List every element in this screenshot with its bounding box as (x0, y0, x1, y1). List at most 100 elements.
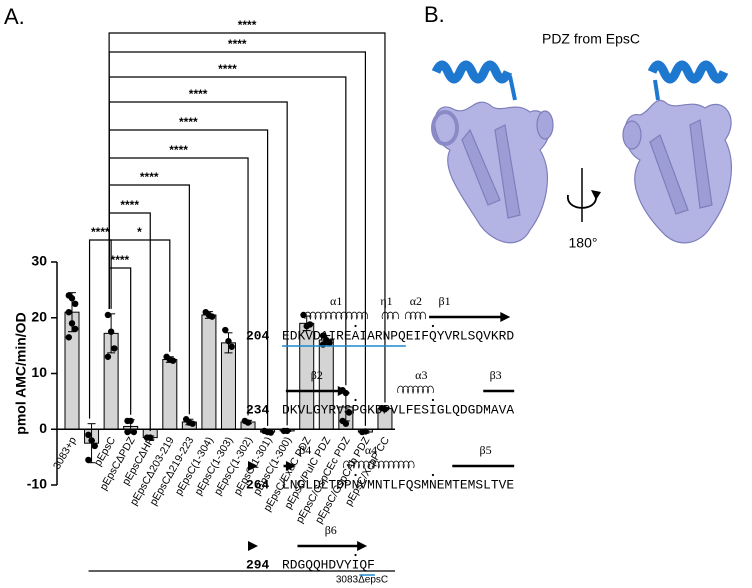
y-axis-label: pmol AMC/min/OD (13, 312, 29, 434)
y-tick-label: -10 (27, 476, 47, 492)
significance-label: **** (169, 143, 188, 157)
x-tick-label: 3083+p (51, 435, 79, 472)
data-point (104, 311, 112, 319)
y-tick-label: 0 (39, 420, 47, 436)
significance-bracket (108, 267, 132, 415)
ruler-dot (431, 473, 435, 477)
bar (201, 314, 217, 430)
strand-head (248, 541, 258, 551)
residues: LNGLDLTDPNVMNTLFQSMNEMTEMSLTVE (282, 477, 514, 492)
residue-number: 204 (246, 328, 269, 343)
ss-label: α2 (410, 294, 422, 308)
data-point (91, 442, 98, 450)
helix (343, 460, 415, 469)
bar (162, 359, 178, 430)
residue-number: 234 (246, 402, 269, 417)
data-point (68, 295, 76, 302)
data-point (342, 420, 350, 427)
y-tick-label: 20 (31, 308, 47, 324)
data-point (147, 434, 154, 441)
significance-bracket (88, 239, 112, 419)
data-point (225, 337, 232, 345)
x-tick-label: p (85, 435, 98, 446)
ss-label: β3 (490, 368, 502, 382)
data-point (300, 311, 307, 319)
ss-label: β4 (299, 443, 311, 457)
data-point (130, 428, 138, 436)
significance-label: **** (91, 225, 110, 239)
strand-head (357, 541, 368, 551)
y-tick-label: 10 (31, 364, 47, 380)
data-point (107, 328, 115, 335)
data-point (88, 437, 95, 444)
significance-bracket (108, 129, 269, 426)
data-point (72, 325, 79, 333)
data-point (85, 431, 92, 439)
protein-left (431, 101, 554, 244)
strand-head (500, 312, 511, 322)
residues: DKVLGYRVSPGKDPVLFESIGLQDGDMAVA (282, 402, 514, 417)
helix-left (431, 60, 513, 84)
significance-bracket (108, 184, 190, 415)
significance-label: **** (218, 62, 237, 76)
data-point (124, 428, 131, 436)
ss-label: η1 (380, 294, 392, 308)
rotation-label: 180° (569, 235, 598, 251)
structure-title: PDZ from EpsC (542, 31, 640, 47)
data-point (345, 409, 353, 416)
data-point (111, 345, 118, 352)
data-point (65, 334, 73, 341)
rotation-arrowhead (591, 190, 601, 200)
data-point (189, 420, 196, 427)
data-point (127, 417, 134, 425)
ruler-dot (354, 553, 357, 557)
significance-label: **** (228, 37, 247, 51)
data-point (104, 353, 112, 360)
significance-bracket (108, 101, 288, 426)
data-point (68, 320, 76, 327)
helix-link (508, 75, 517, 101)
ss-label: β6 (325, 523, 337, 537)
significance-label: * (137, 225, 142, 239)
helix (404, 311, 427, 321)
strain-label: 3083ΔepsC (336, 575, 388, 586)
data-point (72, 300, 79, 308)
residues: RDGQQHDVYIQF (282, 557, 375, 572)
significance-label: **** (179, 115, 198, 129)
residues: EDKVDAIREAIARNPQEIFQYVRLSQVKRD (282, 328, 514, 343)
data-point (244, 419, 252, 426)
ruler-dot (354, 324, 357, 328)
ruler-dot (431, 398, 435, 402)
significance-label: **** (120, 198, 139, 212)
helix (397, 385, 434, 394)
data-point (306, 321, 314, 328)
helix (304, 311, 368, 320)
strand-head (248, 461, 258, 471)
data-point (169, 357, 177, 364)
panel-label: B. (424, 2, 445, 27)
data-point (319, 332, 327, 339)
ss-label: α1 (330, 294, 342, 308)
ss-label: β2 (311, 368, 323, 382)
helix-link (653, 79, 660, 101)
significance-label: **** (189, 87, 208, 101)
rotation-arrow (567, 194, 597, 209)
significance-label: **** (111, 253, 130, 267)
ruler-dot (431, 324, 435, 328)
data-point (65, 308, 73, 316)
significance-label: **** (140, 170, 159, 184)
helix (381, 311, 399, 320)
ruler-dot (354, 398, 357, 402)
ss-label: α4 (365, 443, 377, 457)
strand-head (337, 386, 348, 396)
data-point (267, 429, 274, 436)
ss-label: β1 (438, 294, 450, 308)
ruler-dot (354, 473, 357, 477)
residue-number: 294 (246, 557, 269, 572)
data-point (381, 405, 389, 413)
significance-label: **** (238, 18, 257, 32)
strand-head (285, 461, 296, 471)
bar (220, 342, 236, 430)
ss-label: α3 (415, 368, 427, 382)
